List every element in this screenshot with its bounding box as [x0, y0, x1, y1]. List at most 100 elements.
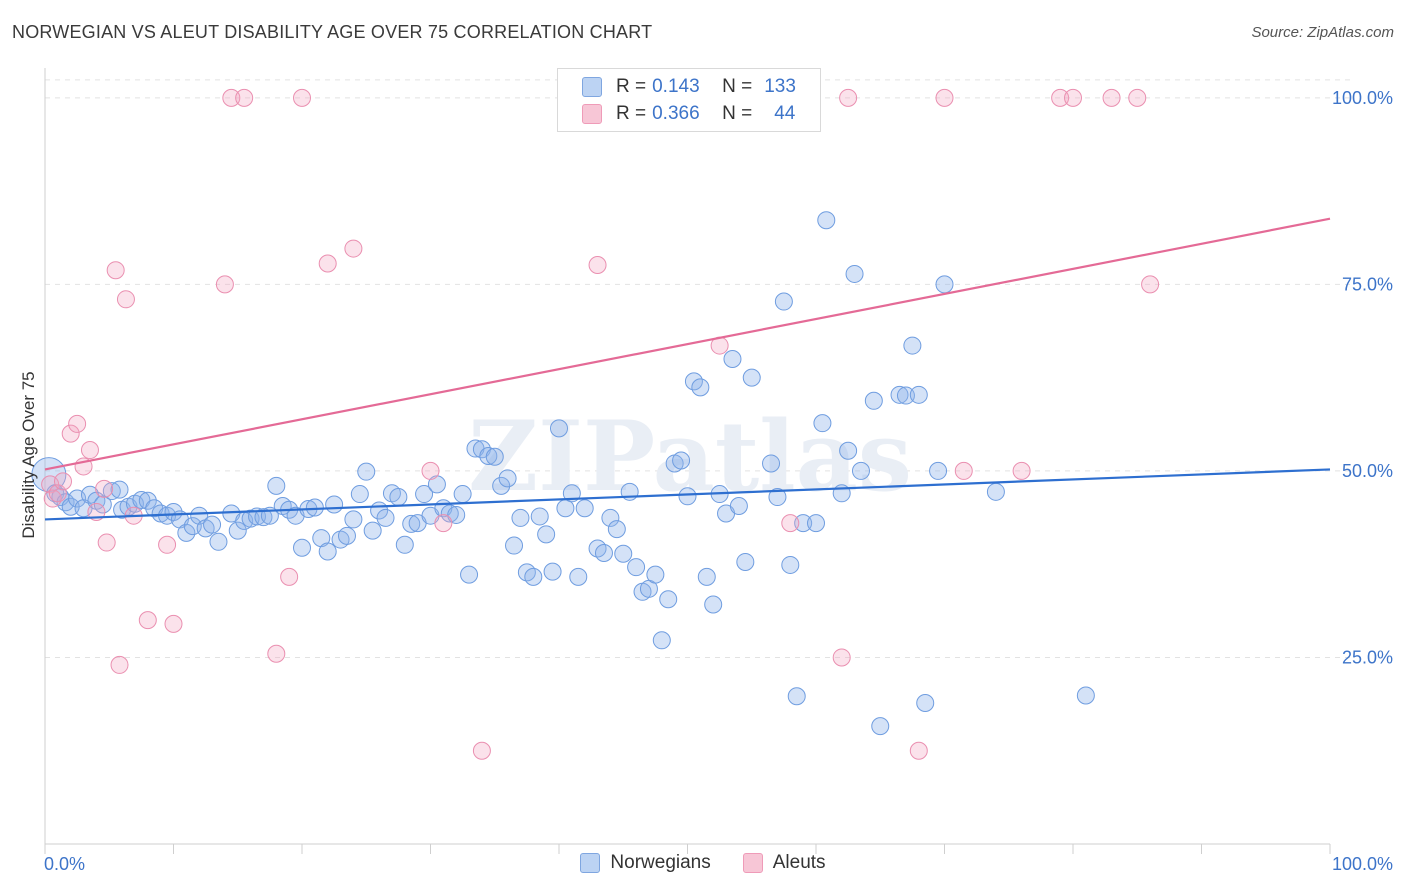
aleut-point — [318, 254, 337, 273]
norwegian-point — [817, 211, 836, 230]
norwegian-point — [228, 521, 247, 540]
aleut-point — [48, 484, 67, 503]
tick-labels: 25.0% 50.0% 75.0% 100.0% 0.0% 100.0% — [44, 88, 1393, 874]
norwegian-point — [344, 510, 363, 529]
norwegian-point — [781, 555, 800, 574]
grid-lines — [45, 79, 1355, 658]
norwegian-point — [871, 717, 890, 736]
stats-legend: R = 0.143 N = 133 R = 0.366 N = 44 — [557, 68, 821, 132]
aleut-point — [588, 255, 607, 274]
aleut-point — [158, 535, 177, 554]
norwegian-point — [909, 385, 928, 404]
aleut-point — [1064, 88, 1082, 107]
legend-label: Aleuts — [772, 852, 826, 873]
n-value: 44 — [774, 103, 796, 124]
norwegian-point — [916, 693, 935, 712]
aleut-point — [215, 275, 234, 294]
norwegian-point — [935, 275, 954, 294]
norwegian-point — [402, 514, 421, 533]
norwegian-point — [736, 552, 755, 571]
x-tick-label: 100.0% — [1332, 854, 1393, 874]
y-axis-label: Disability Age Over 75 — [19, 371, 38, 538]
r-value: 0.366 — [652, 103, 700, 124]
aleut-point — [95, 479, 114, 498]
aleut-point — [110, 655, 129, 674]
aleut-point — [935, 88, 954, 107]
chart-title: NORWEGIAN VS ALEUT DISABILITY AGE OVER 7… — [12, 22, 653, 42]
aleut-point — [106, 261, 125, 280]
aleut-point — [293, 88, 311, 107]
aleut-point — [1051, 88, 1070, 107]
norwegian-point — [986, 482, 1005, 501]
norwegian-point — [492, 476, 511, 495]
norwegian-point — [337, 526, 356, 545]
norwegian-point — [132, 491, 151, 510]
aleut-point — [839, 88, 858, 107]
aleut-trend-line — [44, 217, 1331, 471]
norwegian-point — [177, 523, 196, 542]
aleut-point — [1141, 275, 1160, 294]
norwegian-point — [729, 496, 748, 515]
y-tick-label: 100.0% — [1332, 88, 1393, 108]
norwegian-point — [569, 567, 588, 586]
n-label: N = — [722, 76, 753, 97]
aleut-point — [61, 424, 80, 443]
norwegian-point — [498, 469, 517, 488]
norwegian-point — [672, 451, 691, 470]
swatch-aleuts — [582, 104, 602, 124]
norwegian-point — [453, 485, 472, 504]
legend-item-aleuts[interactable]: Aleuts — [742, 852, 826, 874]
norwegian-point — [318, 542, 337, 561]
swatch-aleuts — [742, 853, 763, 873]
legend-item-norwegians[interactable]: Norwegians — [580, 852, 711, 874]
norwegian-point — [395, 535, 414, 554]
norwegian-point — [575, 499, 594, 518]
norwegian-point — [537, 525, 556, 544]
norwegian-point — [511, 508, 530, 527]
norwegian-point — [110, 480, 129, 499]
aleut-point — [43, 489, 62, 508]
aleut-point — [116, 290, 135, 309]
norwegian-point — [774, 292, 793, 311]
norwegian-point — [485, 447, 504, 466]
norwegian-point — [864, 391, 883, 410]
norwegian-point — [1076, 686, 1095, 705]
norwegian-point — [896, 386, 915, 405]
aleut-point — [80, 441, 99, 460]
norwegian-point — [562, 484, 581, 503]
norwegian-point — [267, 476, 286, 495]
r-value: 0.143 — [652, 76, 700, 97]
norwegian-point — [594, 544, 613, 562]
data-points — [31, 88, 1160, 760]
n-value: 133 — [764, 76, 796, 97]
norwegian-trend-line — [44, 468, 1331, 521]
r-label: R = — [616, 76, 647, 97]
norwegian-point — [768, 488, 787, 507]
aleut-point — [1128, 88, 1147, 107]
norwegian-point — [389, 488, 408, 507]
norwegian-point — [723, 350, 742, 368]
aleut-point — [97, 533, 116, 552]
norwegian-point — [614, 544, 633, 563]
source-label: Source: ZipAtlas.com — [1251, 24, 1394, 41]
norwegian-point — [138, 491, 157, 510]
norwegian-point — [890, 385, 909, 404]
aleut-point — [68, 414, 87, 433]
norwegian-point — [652, 631, 671, 650]
norwegian-point — [460, 565, 479, 584]
axes — [44, 68, 1331, 854]
norwegian-point — [93, 495, 112, 514]
norwegian-point — [807, 514, 825, 533]
norwegian-point — [601, 508, 620, 527]
norwegian-point — [293, 538, 311, 557]
aleut-point — [344, 239, 363, 258]
aleut-point — [280, 567, 299, 586]
norwegian-point — [357, 462, 376, 481]
aleut-point — [1102, 88, 1121, 107]
norwegian-point — [447, 505, 466, 524]
norwegian-point — [209, 532, 228, 551]
aleut-point — [434, 514, 453, 533]
aleut-point — [909, 741, 928, 760]
r-label: R = — [616, 103, 647, 124]
